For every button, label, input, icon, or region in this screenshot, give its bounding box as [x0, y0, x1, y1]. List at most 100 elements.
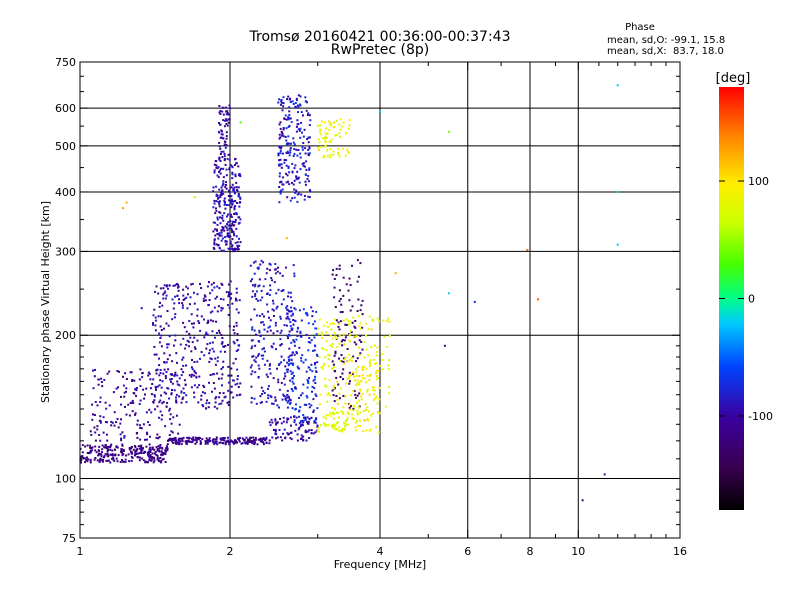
data-point	[279, 272, 282, 275]
data-point	[219, 222, 222, 225]
data-point	[285, 237, 288, 240]
data-point	[235, 324, 238, 327]
data-point	[282, 96, 285, 99]
data-point	[217, 244, 220, 246]
data-point	[225, 440, 228, 443]
data-point	[364, 419, 367, 422]
phase-stats-heading: Phase	[625, 22, 655, 33]
data-point	[255, 298, 258, 300]
data-point	[328, 379, 331, 382]
data-point	[218, 158, 221, 161]
data-point	[201, 391, 204, 394]
data-point	[289, 354, 292, 357]
data-point	[292, 362, 295, 365]
data-point	[220, 282, 223, 285]
data-point	[160, 394, 162, 397]
data-point	[97, 454, 100, 457]
data-point	[81, 451, 84, 454]
data-point	[170, 422, 173, 425]
data-point	[136, 419, 139, 422]
data-point	[225, 113, 228, 116]
data-point	[117, 426, 120, 429]
data-point	[311, 390, 313, 393]
data-point	[294, 164, 297, 167]
data-point	[174, 436, 177, 439]
data-point	[104, 453, 107, 456]
data-point	[227, 401, 230, 404]
data-point	[191, 437, 193, 440]
data-point	[357, 413, 360, 416]
data-point	[306, 177, 309, 180]
data-point	[226, 440, 229, 443]
data-point	[156, 368, 159, 371]
data-point	[125, 378, 128, 380]
data-point	[153, 452, 156, 455]
data-point	[226, 234, 229, 237]
data-point	[270, 396, 273, 399]
data-point	[211, 438, 214, 441]
data-point	[200, 398, 203, 401]
data-point	[285, 139, 288, 142]
data-point	[204, 295, 207, 298]
data-point	[94, 401, 97, 403]
data-point	[250, 318, 253, 321]
data-point	[293, 143, 296, 146]
data-point	[221, 237, 224, 240]
data-point	[204, 441, 207, 444]
data-point	[193, 196, 196, 199]
data-point	[290, 372, 293, 375]
data-point	[186, 440, 189, 442]
data-point	[341, 372, 344, 375]
data-point	[298, 346, 301, 349]
data-point	[237, 344, 240, 347]
data-point	[155, 453, 158, 456]
data-point	[337, 153, 340, 156]
data-point	[280, 381, 283, 384]
data-point	[364, 377, 366, 380]
data-point	[355, 429, 358, 432]
data-point	[227, 293, 230, 296]
data-point	[378, 387, 381, 390]
data-point	[157, 292, 160, 295]
data-point	[331, 322, 334, 324]
data-point	[359, 309, 362, 312]
data-point	[223, 345, 225, 348]
data-point	[220, 249, 223, 252]
data-point	[297, 111, 299, 114]
data-point	[261, 296, 264, 299]
data-point	[151, 446, 154, 449]
data-point	[334, 352, 337, 355]
data-point	[165, 445, 168, 448]
data-point	[80, 461, 82, 464]
data-point	[318, 403, 321, 406]
data-point	[313, 349, 316, 352]
data-point	[287, 363, 290, 366]
data-point	[280, 361, 283, 364]
data-point	[109, 453, 112, 456]
data-point	[177, 432, 180, 435]
data-point	[152, 322, 155, 324]
data-point	[225, 106, 228, 109]
data-point	[156, 385, 159, 388]
data-point	[286, 98, 289, 100]
data-point	[118, 370, 120, 373]
data-point	[352, 355, 355, 358]
data-point	[171, 360, 174, 363]
data-point	[388, 334, 391, 337]
data-point	[193, 361, 196, 363]
data-point	[106, 459, 109, 462]
data-point	[203, 386, 206, 388]
data-point	[297, 105, 300, 108]
data-point	[230, 186, 233, 189]
data-point	[254, 436, 257, 439]
data-point	[91, 446, 94, 449]
data-point	[373, 344, 376, 347]
data-point	[230, 206, 233, 209]
data-point	[208, 402, 211, 405]
data-point	[386, 345, 389, 348]
data-point	[377, 412, 380, 414]
data-point	[358, 354, 361, 356]
data-point	[162, 457, 165, 460]
data-point	[219, 200, 221, 203]
data-point	[265, 400, 268, 403]
